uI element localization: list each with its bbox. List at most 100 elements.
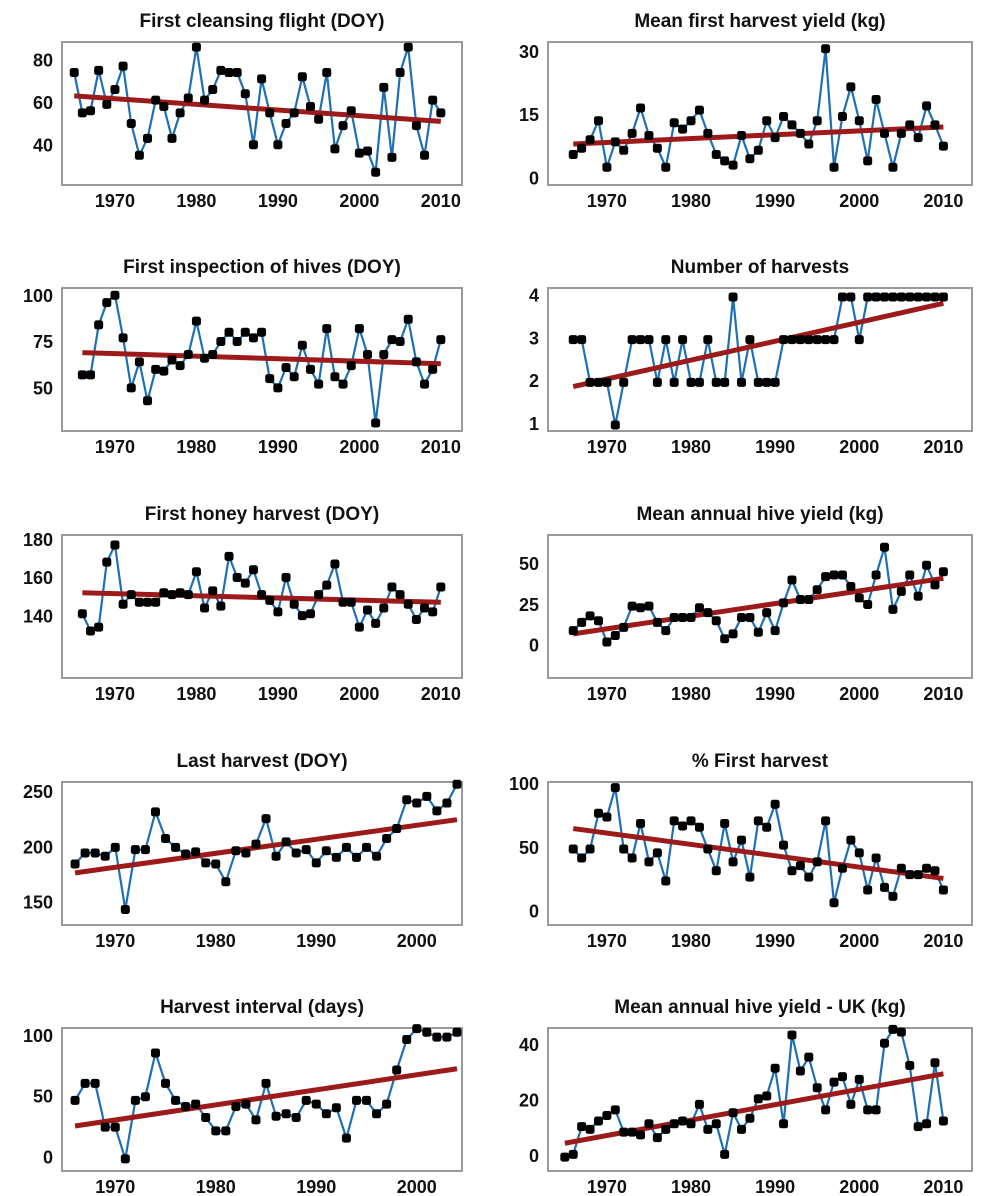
data-point	[938, 885, 948, 895]
data-point	[346, 106, 356, 116]
data-point	[77, 108, 87, 118]
data-point	[938, 1116, 948, 1126]
y-tick-label: 100	[23, 1026, 53, 1046]
data-point	[846, 82, 856, 92]
data-point	[610, 783, 620, 793]
x-tick-label: 2000	[397, 1177, 437, 1196]
data-point	[812, 857, 822, 867]
x-tick-label: 2000	[839, 191, 879, 211]
data-point	[812, 335, 822, 345]
data-point	[736, 131, 746, 140]
data-point	[181, 849, 191, 859]
data-point	[812, 116, 822, 126]
data-point	[938, 292, 948, 302]
data-point	[770, 626, 780, 636]
data-point	[200, 95, 210, 105]
x-tick-label: 1970	[95, 1177, 135, 1196]
data-point	[382, 834, 392, 844]
data-point	[896, 586, 906, 596]
data-point	[130, 1095, 140, 1105]
data-point	[412, 1024, 422, 1034]
data-point	[331, 1103, 341, 1113]
data-point	[346, 361, 356, 371]
data-point	[711, 616, 721, 626]
x-tick-label: 1980	[176, 437, 216, 457]
trend-line	[572, 575, 944, 637]
data-point	[257, 590, 267, 600]
data-point	[863, 292, 873, 302]
chart-title: Number of harvests	[671, 257, 849, 278]
data-point	[159, 588, 169, 598]
data-point	[402, 1035, 412, 1045]
data-point	[118, 599, 128, 609]
data-point	[134, 357, 144, 367]
chart-title: Harvest interval (days)	[160, 997, 364, 1018]
x-tick-label: 2000	[839, 1177, 879, 1196]
data-point	[241, 1099, 251, 1109]
trend-line	[572, 826, 944, 881]
data-point	[432, 1032, 442, 1042]
x-tick-label: 2010	[923, 191, 963, 211]
data-point	[787, 866, 797, 876]
x-tick-label: 1970	[95, 437, 135, 457]
data-point	[745, 335, 755, 345]
x-tick-label: 2000	[839, 931, 879, 951]
data-point	[331, 852, 341, 862]
data-point	[804, 335, 814, 345]
data-point	[913, 133, 923, 143]
chart-title: % First harvest	[692, 751, 829, 772]
data-point	[888, 604, 898, 614]
data-point	[289, 599, 299, 609]
data-point	[110, 1122, 120, 1132]
x-tick-label: 1970	[95, 191, 135, 211]
data-point	[711, 150, 721, 160]
y-tick-label: 150	[23, 893, 53, 913]
data-point	[762, 377, 772, 387]
y-tick-label: 15	[519, 105, 539, 125]
data-point	[922, 292, 932, 302]
data-point	[80, 1078, 90, 1088]
data-point	[102, 99, 112, 109]
data-point	[151, 95, 161, 105]
chart-panel: Mean first harvest yield (kg) 0 15 30 1970 19…	[519, 11, 973, 211]
data-point	[273, 383, 283, 393]
data-point	[240, 327, 250, 337]
x-tick-label: 2000	[339, 191, 379, 211]
data-point	[913, 591, 923, 601]
data-point	[804, 1052, 814, 1062]
data-line	[81, 541, 442, 633]
data-point	[126, 383, 136, 393]
data-point	[804, 872, 814, 882]
data-point	[602, 1110, 612, 1120]
data-point	[171, 1095, 181, 1105]
data-point	[86, 626, 96, 636]
data-point	[338, 597, 348, 607]
x-tick-label: 2010	[923, 931, 963, 951]
data-point	[711, 866, 721, 876]
x-tick-label: 2010	[923, 684, 963, 704]
data-point	[403, 314, 413, 324]
x-tick-label: 1990	[755, 437, 795, 457]
y-tick-label: 200	[23, 837, 53, 857]
data-point	[387, 335, 397, 345]
data-point	[770, 799, 780, 809]
data-point	[191, 316, 201, 326]
data-point	[387, 582, 397, 592]
data-point	[694, 1099, 704, 1109]
data-point	[871, 95, 881, 105]
data-point	[338, 379, 348, 389]
data-point	[795, 335, 805, 345]
data-point	[736, 835, 746, 845]
data-point	[232, 68, 242, 78]
data-point	[191, 42, 201, 52]
data-point	[888, 162, 898, 172]
data-point	[913, 870, 923, 880]
y-tick-label: 2	[529, 371, 539, 391]
data-point	[70, 859, 80, 869]
data-point	[770, 133, 780, 143]
data-point	[854, 848, 864, 858]
data-point	[403, 42, 413, 52]
data-point	[703, 128, 713, 138]
data-point	[888, 1024, 898, 1034]
x-tick-label: 1990	[755, 931, 795, 951]
